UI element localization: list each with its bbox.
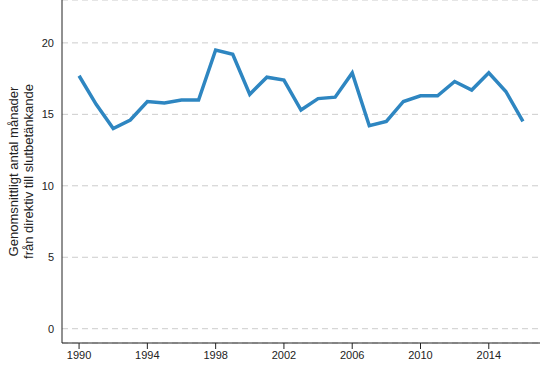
svg-text:20: 20 [42, 37, 54, 49]
svg-text:1998: 1998 [203, 349, 227, 361]
svg-text:1990: 1990 [67, 349, 91, 361]
svg-text:2006: 2006 [340, 349, 364, 361]
svg-text:15: 15 [42, 108, 54, 120]
svg-text:10: 10 [42, 180, 54, 192]
svg-text:1994: 1994 [135, 349, 159, 361]
svg-text:2010: 2010 [408, 349, 432, 361]
svg-text:2014: 2014 [477, 349, 501, 361]
svg-text:2002: 2002 [272, 349, 296, 361]
svg-text:Genomsnittligt antal månaderfr: Genomsnittligt antal månaderfrån direkti… [8, 84, 36, 259]
svg-text:5: 5 [48, 251, 54, 263]
svg-text:0: 0 [48, 323, 54, 335]
